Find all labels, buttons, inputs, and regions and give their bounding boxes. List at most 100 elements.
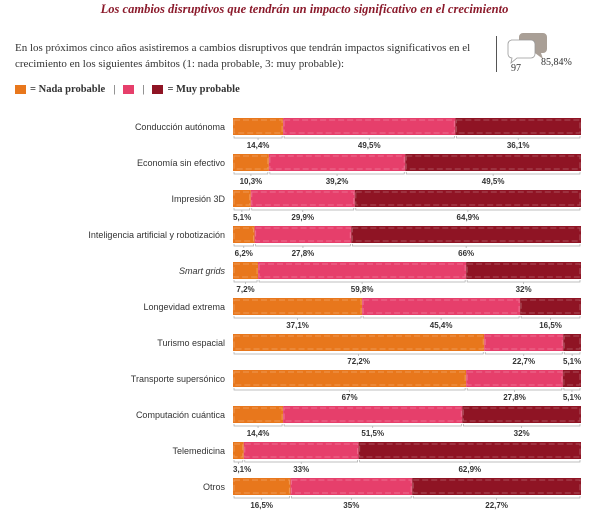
value-label: 35% (343, 501, 359, 510)
value-label: 14,4% (247, 429, 270, 438)
bar-segment (484, 334, 564, 351)
bar-segment (563, 334, 581, 351)
category-label: Smart grids (179, 266, 226, 276)
bracket (244, 460, 358, 464)
bracket (462, 424, 581, 428)
bar-segment (283, 118, 456, 135)
bar-pattern (233, 479, 290, 494)
value-label: 10,3% (240, 177, 263, 186)
respondent-count: 97 (511, 63, 521, 74)
value-label: 27,8% (503, 393, 526, 402)
bracket (233, 388, 466, 392)
bracket (466, 280, 581, 284)
bar-segment (412, 478, 581, 495)
value-label: 7,2% (236, 285, 254, 294)
bracket (258, 280, 466, 284)
category-label: Conducción autónoma (135, 122, 225, 132)
bracket (355, 208, 581, 212)
value-label: 59,8% (351, 285, 374, 294)
category-label: Transporte supersónico (131, 374, 225, 384)
bar-pattern (520, 299, 581, 314)
bar-pattern (283, 119, 455, 134)
value-label: 49,5% (358, 141, 381, 150)
value-label: 49,5% (482, 177, 505, 186)
divider (496, 36, 497, 72)
bracket (233, 280, 258, 284)
bracket (255, 244, 351, 248)
bar-pattern (255, 227, 351, 242)
bracket (233, 172, 269, 176)
value-label: 5,1% (563, 393, 581, 402)
bracket (233, 352, 484, 356)
category-label: Turismo espacial (157, 338, 225, 348)
value-label: 67% (342, 393, 358, 402)
bar-pattern (412, 479, 581, 494)
bar-segment (233, 154, 269, 171)
response-percent: 85,84% (541, 57, 572, 68)
category-label: Impresión 3D (171, 194, 225, 204)
bar-segment (233, 190, 251, 207)
category-label: Inteligencia artificial y robotización (88, 230, 225, 240)
bar-segment (254, 226, 352, 243)
bracket (233, 496, 290, 500)
bracket (269, 172, 405, 176)
value-label: 27,8% (292, 249, 315, 258)
value-label: 39,2% (326, 177, 349, 186)
value-label: 16,5% (539, 321, 562, 330)
bar-segment (233, 442, 244, 459)
bar-pattern (233, 119, 283, 134)
bar-pattern (251, 191, 355, 206)
legend-label-high: = Muy probable (167, 84, 240, 95)
bracket (283, 136, 455, 140)
bar-pattern (455, 119, 581, 134)
bracket (359, 460, 581, 464)
value-label: 37,1% (286, 321, 309, 330)
bar-segment (233, 406, 284, 423)
survey-question: En los próximos cinco años asistiremos a… (15, 42, 471, 70)
value-label: 6,2% (235, 249, 253, 258)
bracket (466, 388, 563, 392)
bracket (283, 424, 462, 428)
bracket (456, 136, 581, 140)
value-label: 51,5% (361, 429, 384, 438)
bar-segment (233, 298, 363, 315)
value-label: 62,9% (458, 465, 481, 474)
value-label: 5,1% (563, 357, 581, 366)
bar-segment (520, 298, 581, 315)
bar-pattern (258, 263, 466, 278)
bracket (405, 172, 581, 176)
chart-title: Los cambios disruptivos que tendrán un i… (100, 2, 509, 16)
bar-segment (290, 478, 413, 495)
bar-pattern (290, 479, 412, 494)
bar-segment (268, 154, 406, 171)
bar-pattern (233, 299, 362, 314)
bracket (563, 388, 581, 392)
bar-segment (466, 370, 563, 387)
bar-segment (258, 262, 467, 279)
bar-pattern (563, 371, 581, 386)
bracket (233, 136, 283, 140)
bracket (520, 316, 581, 320)
legend-separator: | (113, 84, 116, 95)
bar-pattern (233, 335, 484, 350)
bar-pattern (462, 407, 581, 422)
bar-pattern (244, 443, 359, 458)
bracket (362, 316, 520, 320)
value-label: 32% (516, 285, 532, 294)
bracket (484, 352, 563, 356)
bar-segment (233, 262, 259, 279)
respondent-stats: 97 85,84% (505, 30, 605, 75)
bar-pattern (269, 155, 405, 170)
bar-pattern (359, 443, 581, 458)
bar-segment (243, 442, 359, 459)
bracket (233, 208, 251, 212)
legend-label-low: = Nada probable (30, 84, 106, 95)
value-label: 3,1% (233, 465, 251, 474)
bracket (412, 496, 581, 500)
category-label: Otros (203, 482, 226, 492)
bar-segment (233, 226, 255, 243)
value-label: 22,7% (485, 501, 508, 510)
bracket (233, 316, 362, 320)
bar-segment (354, 190, 581, 207)
legend-swatch-low (15, 85, 26, 94)
